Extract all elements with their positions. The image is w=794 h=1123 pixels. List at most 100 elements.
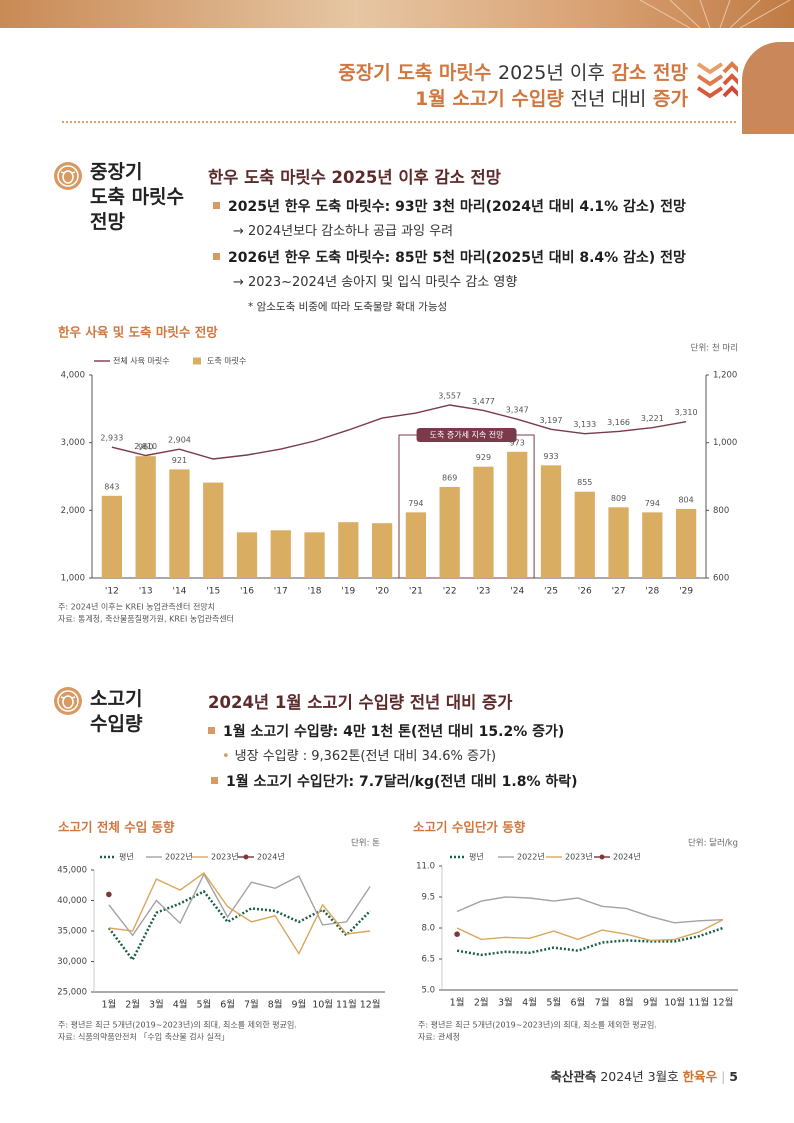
footer-topic: 한육우	[682, 1069, 718, 1084]
x-tick-label: 3월	[149, 999, 164, 1011]
bullet: 2025년 한우 도축 마릿수: 93만 3천 마리(2024년 대비 4.1%…	[213, 196, 686, 216]
y-tick-label: 30,000	[57, 957, 87, 967]
x-tick-label: 5월	[546, 997, 561, 1009]
sub-text: 냉장 수입량 : 9,362톤(전년 대비 34.6% 증가)	[234, 749, 497, 764]
bar	[203, 482, 224, 578]
legend-label: 2024년	[613, 852, 641, 862]
x-tick-label: '19	[341, 587, 355, 597]
bar	[169, 469, 190, 578]
x-tick-label: '15	[206, 587, 220, 597]
value-label: 3,197	[540, 416, 563, 425]
x-tick-label: 4월	[522, 997, 537, 1009]
top-decor	[639, 0, 791, 28]
x-tick-label: 5월	[196, 999, 211, 1011]
x-tick-label: 11월	[336, 999, 357, 1011]
value-label: 921	[172, 456, 187, 465]
x-tick-label: 2월	[474, 997, 489, 1009]
footer-issue: 2024년 3월호	[600, 1069, 679, 1084]
y2-tick-label: 600	[713, 574, 729, 584]
value-label: 809	[611, 494, 626, 503]
cow-icon	[54, 687, 82, 715]
value-label: 3,347	[506, 406, 529, 415]
annotation-tag	[416, 428, 517, 442]
line	[456, 919, 724, 942]
chart-title: 소고기 전체 수입 동향	[58, 820, 175, 835]
label-line: 전망	[90, 211, 125, 233]
value-label: 855	[577, 478, 592, 487]
unit-label: 단위: 달러/kg	[688, 838, 738, 849]
value-label: 2,810	[134, 442, 157, 451]
y-tick-label: 8.0	[421, 924, 435, 934]
footer-publication: 축산관측	[550, 1069, 597, 1084]
y2-tick-label: 800	[713, 506, 729, 516]
x-tick-label: '25	[544, 587, 558, 597]
header-text: 전년 대비	[570, 88, 647, 110]
bar	[608, 507, 629, 578]
x-tick-label: '26	[578, 587, 592, 597]
y-tick-label: 11.0	[416, 862, 435, 872]
point	[106, 891, 112, 898]
legend-label: 전체 사육 마릿수	[113, 356, 170, 366]
y-tick-label: 40,000	[57, 896, 87, 906]
bullet-text: 2025년 한우 도축 마릿수: 93만 3천 마리(2024년 대비 4.1%…	[228, 199, 686, 215]
x-tick-label: 4월	[173, 999, 188, 1011]
legend-label: 2022년	[165, 852, 193, 862]
legend-swatch	[193, 357, 201, 365]
bar	[540, 465, 562, 578]
side-tab	[742, 42, 794, 134]
legend-label: 평년	[469, 852, 484, 862]
cow-icon	[54, 162, 82, 190]
sub-bullet: • 냉장 수입량 : 9,362톤(전년 대비 34.6% 증가)	[222, 749, 497, 764]
value-label: 973	[510, 438, 525, 447]
value-label: 843	[104, 482, 119, 491]
value-label: 794	[408, 499, 423, 508]
bar	[507, 451, 528, 578]
unit-label: 단위: 천 마리	[691, 343, 738, 354]
line	[456, 926, 724, 957]
header-text: 2025년 이후	[497, 62, 605, 84]
value-label: 3,557	[438, 391, 461, 400]
chart-note: 자료: 식품의약품안전처 「수입 축산물 검사 실적」	[58, 1032, 229, 1042]
section-heading: 2024년 1월 소고기 수입량 전년 대비 증가	[208, 693, 513, 712]
x-tick-label: 8월	[268, 999, 283, 1011]
x-tick-label: 11월	[688, 997, 709, 1009]
y-tick-label: 4,000	[61, 371, 85, 381]
value-label: 2,933	[100, 434, 123, 443]
value-label: 869	[442, 473, 457, 482]
label-line: 수입량	[90, 713, 143, 735]
top-band	[0, 0, 794, 28]
x-tick-label: 9월	[291, 999, 306, 1011]
x-tick-label: '22	[443, 587, 457, 597]
header-line: 1월 소고기 수입량 전년 대비 증가	[415, 84, 688, 111]
x-tick-label: '29	[679, 587, 693, 597]
bullet: 1월 소고기 수입단가: 7.7달러/kg(전년 대비 1.8% 하락)	[211, 771, 578, 791]
y-tick-label: 25,000	[57, 988, 87, 998]
y-tick-label: 2,000	[61, 506, 85, 516]
bar	[135, 456, 156, 578]
chart-note: 주: 2024년 이후는 KREI 농업관측센터 전망치	[58, 602, 215, 612]
x-tick-label: 10월	[312, 999, 333, 1011]
bar	[304, 532, 325, 578]
x-tick-label: 12월	[712, 997, 733, 1009]
value-label: 2,904	[168, 436, 191, 445]
x-tick-label: 7월	[244, 999, 259, 1011]
bar	[574, 491, 595, 578]
page-number: 5	[729, 1069, 738, 1084]
header-text: 1월 소고기 수입량	[415, 88, 564, 110]
annotation-text: 도축 증가세 지속 전망	[430, 430, 505, 440]
header-text: 중장기 도축 마릿수	[338, 62, 492, 84]
value-label: 3,310	[675, 408, 698, 417]
section-heading: 한우 도축 마릿수 2025년 이후 감소 전망	[208, 168, 501, 187]
line	[108, 872, 371, 956]
footer: 축산관측 2024년 3월호 한육우 | 5	[550, 1069, 738, 1084]
bar	[642, 512, 663, 578]
x-tick-label: '23	[476, 587, 490, 597]
x-tick-label: '17	[274, 587, 288, 597]
y-tick-label: 3,000	[61, 438, 85, 448]
x-tick-label: '21	[409, 587, 423, 597]
bar	[405, 512, 427, 578]
footnote: * 암소도축 비중에 따라 도축물량 확대 가능성	[248, 301, 448, 313]
line	[107, 889, 371, 963]
y-tick-label: 1,000	[61, 574, 85, 584]
